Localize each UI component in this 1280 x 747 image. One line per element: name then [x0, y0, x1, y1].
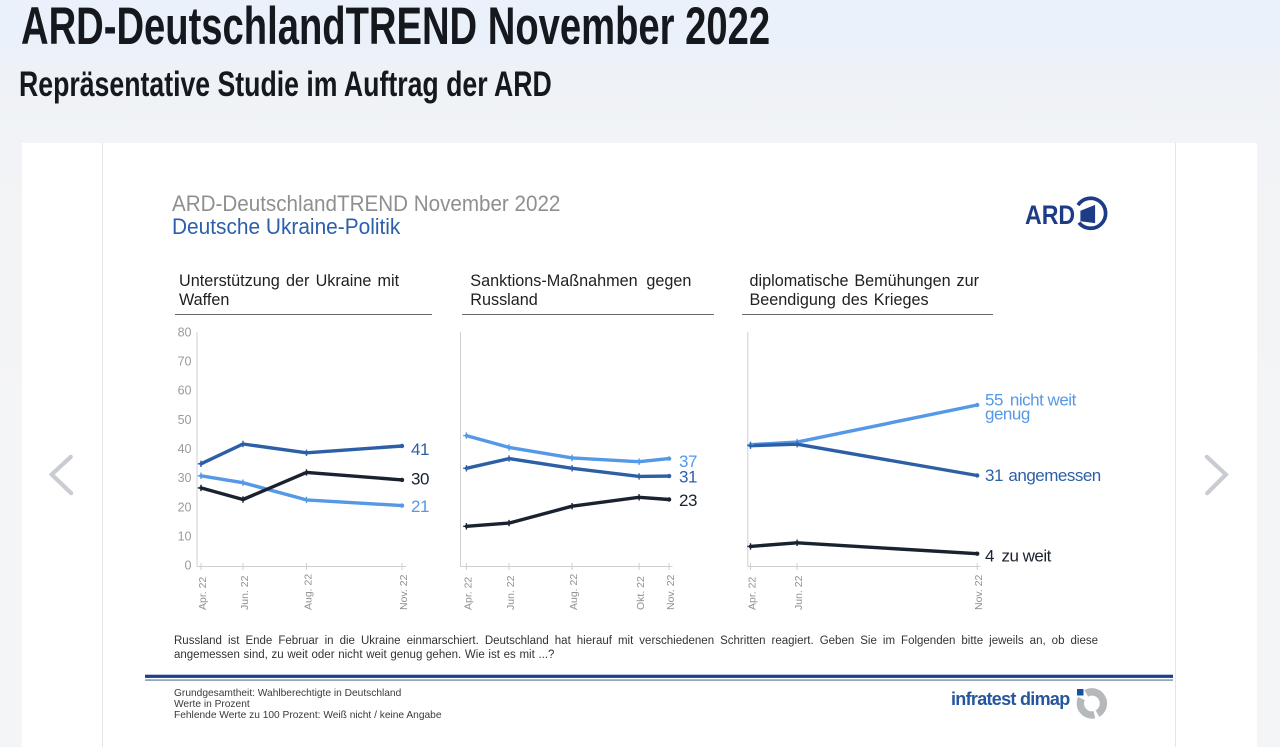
- svg-text:20: 20: [178, 500, 192, 514]
- svg-text:Jun. 22: Jun. 22: [793, 575, 805, 610]
- svg-text:70: 70: [178, 355, 192, 369]
- svg-text:30: 30: [411, 469, 429, 488]
- svg-text:80: 80: [178, 325, 192, 339]
- svg-text:Nov. 22: Nov. 22: [665, 574, 677, 610]
- svg-text:37: 37: [679, 452, 697, 471]
- svg-text:Apr. 22: Apr. 22: [747, 577, 759, 610]
- svg-text:Nov. 22: Nov. 22: [398, 574, 410, 610]
- svg-text:0: 0: [185, 559, 192, 573]
- svg-text:23: 23: [679, 491, 697, 510]
- svg-text:50: 50: [178, 413, 192, 427]
- svg-text:40: 40: [178, 442, 192, 456]
- svg-text:Okt. 22: Okt. 22: [635, 576, 647, 610]
- svg-text:21: 21: [411, 497, 429, 516]
- svg-text:10: 10: [178, 529, 192, 543]
- svg-text:Apr. 22: Apr. 22: [197, 577, 209, 610]
- svg-text:Jun. 22: Jun. 22: [505, 575, 517, 610]
- svg-text:Jun. 22: Jun. 22: [239, 575, 251, 610]
- svg-text:Aug. 22: Aug. 22: [568, 574, 580, 610]
- svg-text:Nov. 22: Nov. 22: [973, 574, 985, 610]
- svg-text:60: 60: [178, 384, 192, 398]
- svg-text:4zu weit: 4 zu weit: [985, 546, 1052, 565]
- svg-text:41: 41: [411, 440, 429, 459]
- svg-text:genug: genug: [985, 405, 1030, 424]
- svg-text:30: 30: [178, 471, 192, 485]
- svg-text:31: 31: [679, 468, 697, 487]
- svg-text:Aug. 22: Aug. 22: [303, 574, 315, 610]
- svg-text:Apr. 22: Apr. 22: [462, 577, 474, 610]
